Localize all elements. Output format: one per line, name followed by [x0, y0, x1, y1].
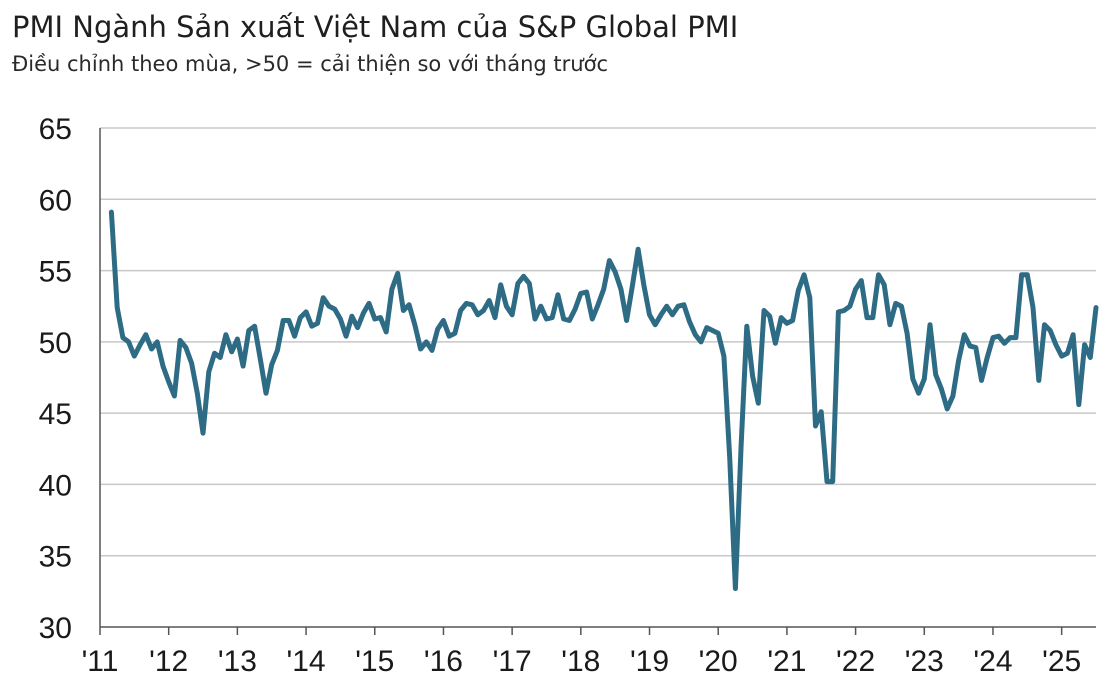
y-tick-label: 60 — [39, 184, 72, 217]
x-tick-label: '21 — [767, 645, 806, 678]
x-tick-label: '22 — [836, 645, 875, 678]
y-tick-label: 55 — [39, 256, 72, 289]
x-tick-label: '17 — [493, 645, 532, 678]
x-tick-label: '13 — [218, 645, 257, 678]
y-tick-label: 65 — [39, 113, 72, 146]
x-tick-label: '24 — [973, 645, 1012, 678]
x-tick-label: '11 — [82, 645, 119, 678]
x-tick-label: '19 — [630, 645, 669, 678]
x-tick-label: '20 — [699, 645, 738, 678]
x-tick-label: '12 — [149, 645, 188, 678]
x-tick-label: '18 — [561, 645, 600, 678]
x-tick-label: '23 — [905, 645, 944, 678]
series — [108, 209, 1099, 591]
y-tick-label: 30 — [39, 612, 72, 645]
chart-subtitle: Điều chỉnh theo mùa, >50 = cải thiện so … — [12, 52, 608, 76]
x-tick-label: '16 — [424, 645, 463, 678]
axes — [99, 128, 1096, 635]
x-tick-label: '25 — [1042, 645, 1081, 678]
x-tick-label: '14 — [287, 645, 326, 678]
tick-labels: 30 35 40 45 50 55 60 65 '11 '12 '13 '14 '15 '16 '17 '18… — [39, 113, 1082, 678]
y-tick-label: 45 — [39, 398, 72, 431]
x-tick-label: '15 — [355, 645, 394, 678]
y-tick-label: 35 — [39, 541, 72, 574]
y-tick-label: 50 — [39, 327, 72, 360]
pmi-series-line — [108, 209, 1099, 591]
y-tick-label: 40 — [39, 469, 72, 502]
chart-title: PMI Ngành Sản xuất Việt Nam của S&P Glob… — [12, 10, 739, 44]
